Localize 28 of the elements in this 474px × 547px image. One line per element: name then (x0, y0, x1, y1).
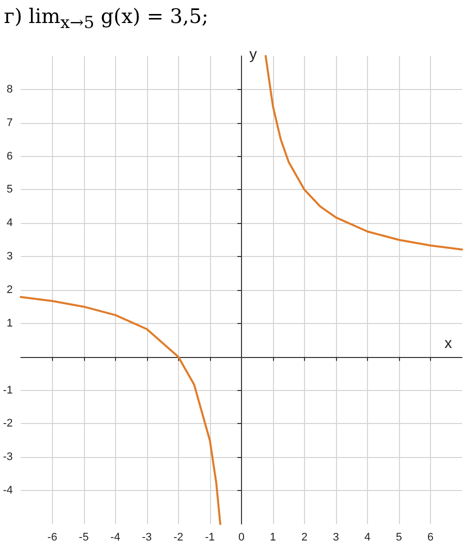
x-tick-label: 3 (332, 532, 339, 544)
x-tick-label: -4 (110, 532, 120, 544)
x-tick-label: 4 (364, 532, 371, 544)
x-tick-label: -6 (47, 532, 58, 544)
x-tick-label: 5 (396, 532, 402, 544)
y-tick-label: 5 (6, 184, 13, 196)
x-tick-label: -5 (78, 532, 89, 544)
y-tick-label: -2 (3, 418, 13, 430)
y-tick-label: -3 (3, 451, 13, 464)
y-tick-label: -4 (3, 484, 13, 497)
x-tick-label: -2 (173, 532, 184, 544)
y-tick-label: 7 (6, 116, 13, 129)
y-tick-label: 3 (6, 250, 13, 263)
x-tick-label: 6 (427, 532, 434, 544)
chart-title: г) lim$_{x→5}$ g(x) = 3,5; (3, 3, 210, 34)
y-tick-label: 4 (6, 217, 13, 230)
y-tick-label: -1 (3, 384, 13, 396)
x-tick-label: 1 (270, 532, 276, 544)
x-tick-label: 2 (301, 532, 308, 544)
x-tick-label: -1 (204, 532, 215, 544)
y-tick-label: 2 (6, 284, 13, 296)
y-axis-title: y (249, 46, 258, 63)
y-tick-label: 6 (6, 150, 13, 162)
y-tick-label: 1 (6, 317, 13, 330)
x-tick-label: -3 (142, 532, 152, 544)
x-tick-label: 0 (238, 532, 244, 544)
y-tick-label: 8 (6, 83, 13, 96)
x-axis-title: x (444, 334, 452, 352)
